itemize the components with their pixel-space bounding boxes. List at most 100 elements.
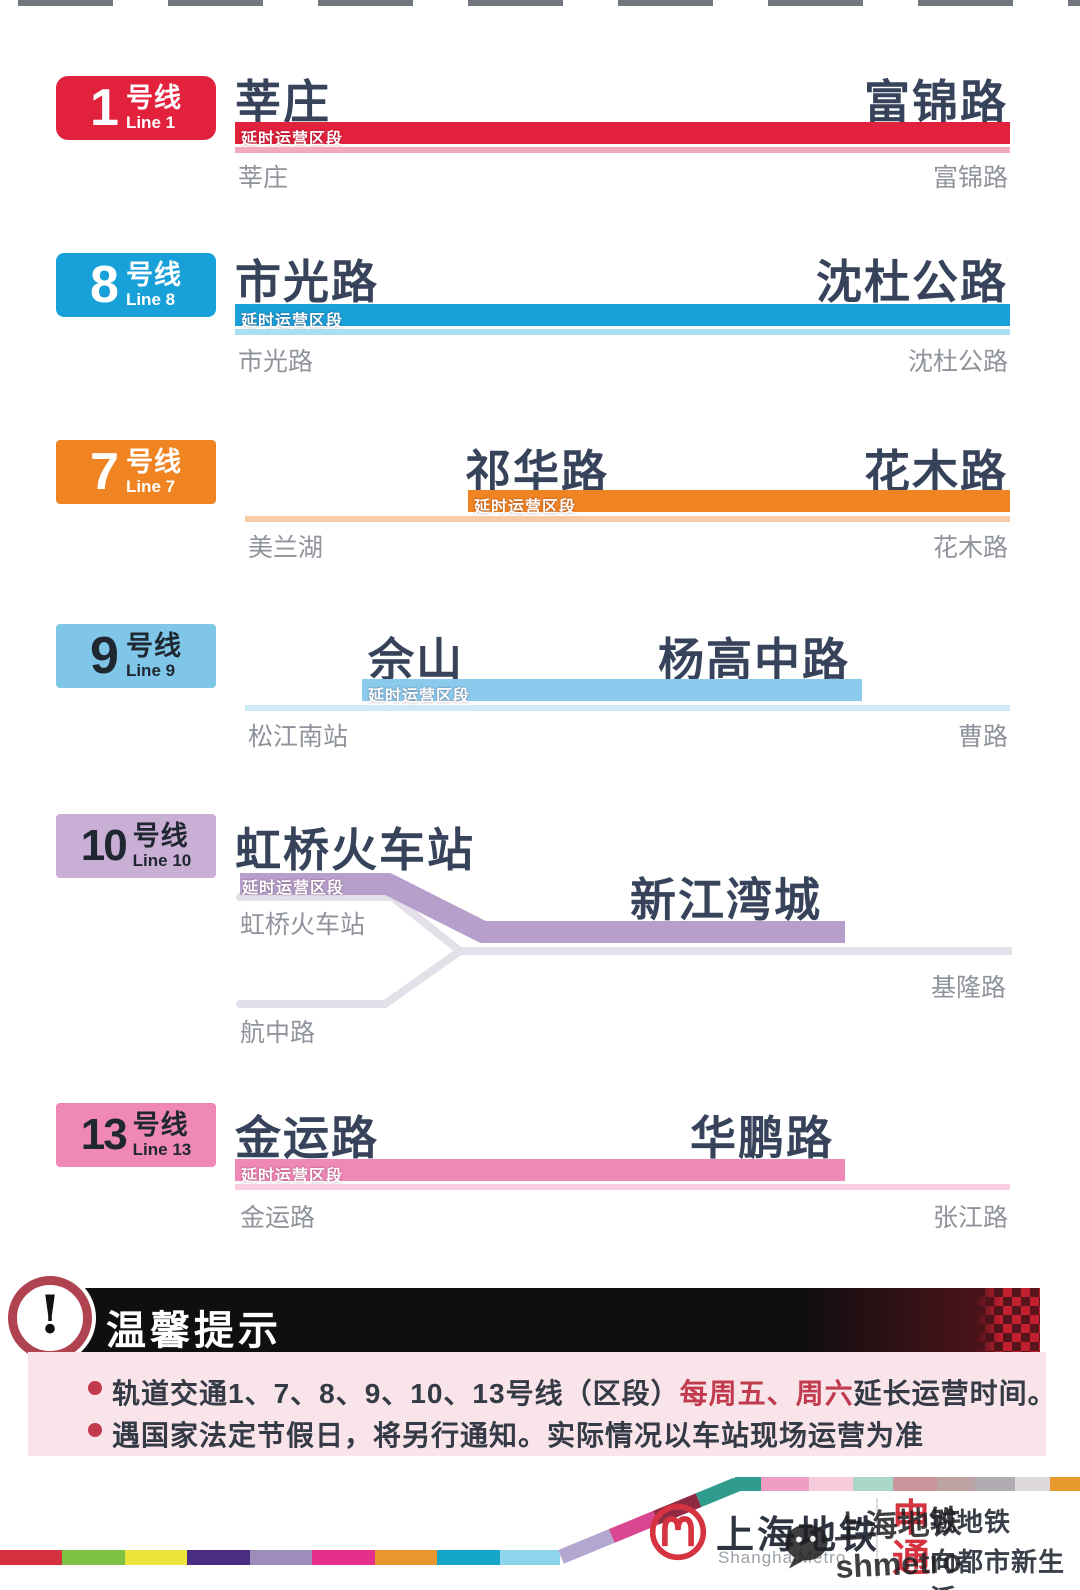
station-label-left: 虹桥火车站 xyxy=(240,911,366,939)
slogan-line-2: 通 向都市新生活 xyxy=(892,1540,1080,1590)
notice-bullet-2: 遇国家法定节假日，将另行通知。实际情况以车站现场运营为准 xyxy=(88,1414,924,1454)
station-label-branch: 航中路 xyxy=(240,1019,316,1047)
terminal-title-right: 富锦路 xyxy=(864,75,1008,129)
full-line-track xyxy=(235,1184,1010,1190)
logo-ring xyxy=(649,1503,707,1561)
line-number: 1 xyxy=(90,79,119,137)
line-en-label: Line 9 xyxy=(125,661,176,680)
bullet-dot xyxy=(88,1423,102,1437)
full-line-track xyxy=(235,147,1010,153)
terminal-title-right: 沈杜公路 xyxy=(816,255,1008,309)
extended-section-bar: 延时运营区段 xyxy=(235,122,1010,148)
line-suffix: 号线 xyxy=(132,821,189,851)
extended-end-title: 新江湾城 xyxy=(630,873,822,927)
notice-header-bar xyxy=(22,1288,1040,1352)
logo-m-glyph xyxy=(662,1516,694,1547)
extended-section-bar: 延时运营区段 xyxy=(235,304,1010,330)
station-label-left: 美兰湖 xyxy=(248,534,324,562)
station-label-left: 市光路 xyxy=(238,348,314,376)
line-suffix: 号线 xyxy=(125,83,182,113)
stripe-segment xyxy=(437,1550,500,1565)
slogan-rest: 城地铁 xyxy=(930,1507,1012,1537)
station-label-left: 松江南站 xyxy=(248,723,349,751)
line-suffix: 号线 xyxy=(125,631,182,661)
stripe-segment xyxy=(809,1477,853,1491)
line-7-badge: 7 号线 Line 7 xyxy=(56,440,216,504)
station-label-right: 基隆路 xyxy=(930,974,1006,1002)
notice-bullet-1: 轨道交通1、7、8、9、10、13号线（区段）每周五、周六延长运营时间。 xyxy=(88,1372,1057,1412)
stripe-segment xyxy=(761,1477,809,1491)
line-9-badge: 9 号线 Line 9 xyxy=(56,624,216,688)
stripe-segment xyxy=(0,1550,62,1565)
line-en-label: Line 7 xyxy=(125,477,176,496)
extended-section-bar: 延时运营区段 xyxy=(468,490,1010,516)
extended-start-title: 金运路 xyxy=(235,1111,379,1165)
extended-start-title: 虹桥火车站 xyxy=(235,823,475,877)
bullet-text-tail: 延长运营时间。 xyxy=(853,1378,1057,1409)
extended-section-label: 延时运营区段 xyxy=(368,688,471,705)
extended-section-label: 延时运营区段 xyxy=(241,1168,344,1185)
extended-section-bar: 延时运营区段 xyxy=(235,1159,845,1185)
footer-divider xyxy=(876,1498,878,1578)
bullet-text: 轨道交通1、7、8、9、10、13号线（区段） xyxy=(112,1378,680,1409)
station-label-left: 金运路 xyxy=(240,1204,316,1232)
slogan-emphasis: 通 xyxy=(892,1538,931,1580)
station-label-right: 曹路 xyxy=(957,723,1008,751)
slogan-emphasis: 申 xyxy=(892,1498,931,1540)
bullet-text: 遇国家法定节假日，将另行通知。实际情况以车站现场运营为准 xyxy=(112,1420,925,1451)
stripe-segment xyxy=(735,1477,761,1491)
line-8-badge: 8 号线 Line 8 xyxy=(56,253,216,317)
line-en-label: Line 8 xyxy=(125,290,176,309)
station-label-right: 沈杜公路 xyxy=(907,348,1008,376)
line-13-badge: 13 号线 Line 13 xyxy=(56,1103,216,1167)
extended-section-label: 延时运营区段 xyxy=(474,499,577,516)
stripe-segment xyxy=(187,1550,250,1565)
rainbow-stripe-top xyxy=(735,1477,1080,1491)
shanghai-metro-logo-icon xyxy=(649,1503,707,1561)
line-suffix: 号线 xyxy=(132,1110,189,1140)
full-line-track xyxy=(245,705,1010,711)
terminal-title-left: 市光路 xyxy=(235,255,379,309)
line-1-badge: 1 号线 Line 1 xyxy=(56,76,216,140)
line-10-badge: 10 号线 Line 10 xyxy=(56,814,216,878)
extended-end-title: 华鹏路 xyxy=(690,1111,834,1165)
station-label-right: 花木路 xyxy=(932,534,1008,562)
stripe-segment xyxy=(62,1550,125,1565)
extended-section-label: 延时运营区段 xyxy=(241,313,344,330)
stripe-segment xyxy=(250,1550,312,1565)
slogan-line-1: 申 城地铁 xyxy=(892,1500,1011,1539)
stripe-segment xyxy=(1015,1477,1050,1491)
full-line-track xyxy=(245,516,1010,522)
line-number: 13 xyxy=(80,1110,128,1159)
line-number: 9 xyxy=(90,627,119,685)
stripe-segment xyxy=(500,1550,560,1565)
fork-lower-branch xyxy=(236,947,464,1008)
stripe-segment xyxy=(558,1529,615,1564)
stripe-segment xyxy=(937,1477,975,1491)
line-number: 7 xyxy=(90,443,119,501)
checker-pattern xyxy=(976,1288,1040,1352)
extended-end-title: 杨高中路 xyxy=(658,633,850,687)
line-en-label: Line 13 xyxy=(132,1140,192,1159)
extended-section-label: 延时运营区段 xyxy=(242,880,345,897)
notice-title: 温馨提示 xyxy=(106,1309,282,1353)
line-suffix: 号线 xyxy=(125,447,182,477)
extended-start-title: 佘山 xyxy=(368,633,464,687)
extended-section-label: 延时运营区段 xyxy=(241,131,344,148)
wechat-icon xyxy=(785,1523,828,1569)
station-label-right: 张江路 xyxy=(932,1204,1008,1232)
stripe-segment xyxy=(1050,1477,1080,1491)
notice-panel xyxy=(28,1352,1046,1456)
stripe-segment xyxy=(893,1477,937,1491)
line-suffix: 号线 xyxy=(125,260,182,290)
stripe-segment xyxy=(312,1550,375,1565)
line-en-label: Line 1 xyxy=(125,113,176,132)
station-label-left: 莘庄 xyxy=(238,164,289,192)
stripe-segment xyxy=(853,1477,893,1491)
extended-section-bar xyxy=(240,873,845,943)
stripe-segment xyxy=(375,1550,437,1565)
terminal-title-left: 莘庄 xyxy=(235,75,331,129)
exclamation-glyph: ! xyxy=(38,1285,62,1346)
full-line-track xyxy=(235,329,1010,335)
